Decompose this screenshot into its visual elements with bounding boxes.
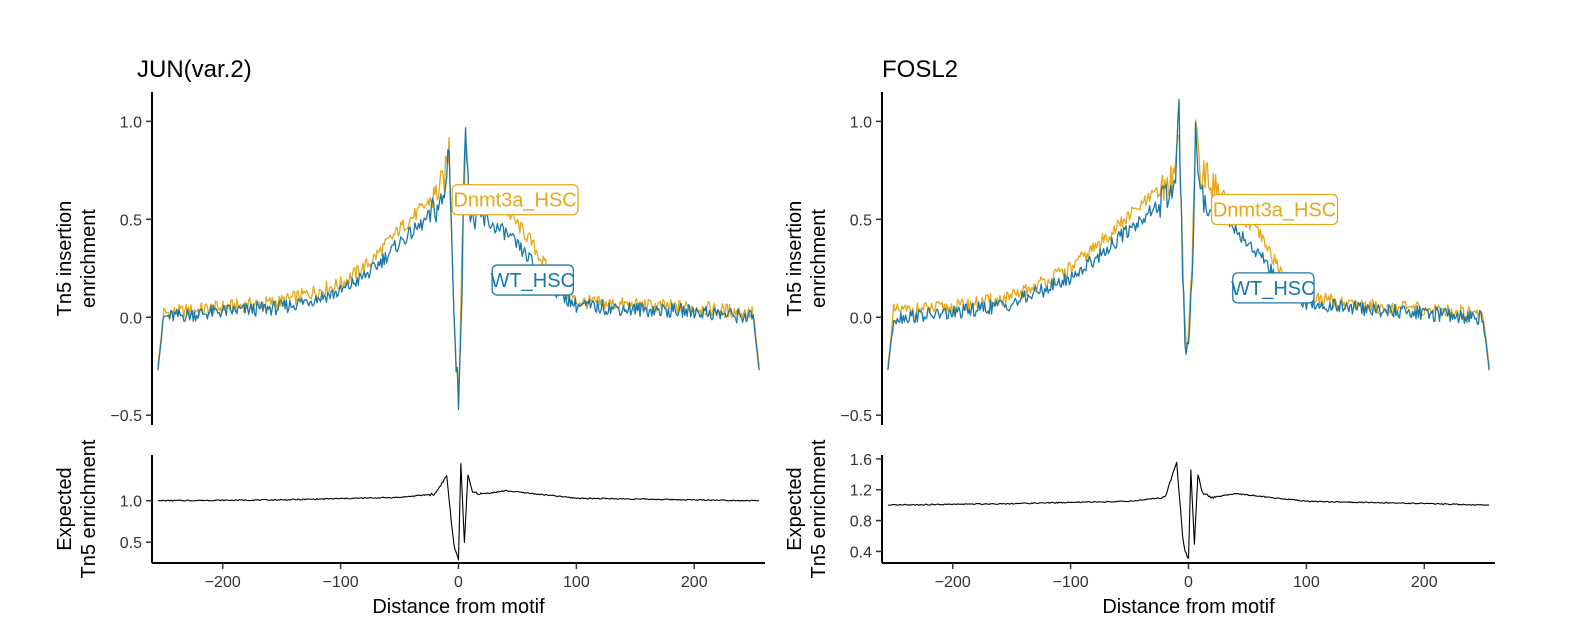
top-y-tick-label: −0.5	[110, 408, 142, 425]
chart-panel-2: FOSL2 −0.5 0.0 0.5 1.0 Tn5 insertion enrichmen…	[784, 56, 1495, 618]
chart-title: JUN(var.2)	[137, 56, 252, 83]
series-label-wt-hsc: WT_HSC	[491, 264, 575, 296]
bottom-y-axis-label: Expected Tn5 enrichment	[54, 439, 100, 578]
bottom-y-tick-label: 1.2	[850, 483, 872, 500]
x-tick-label: 0	[1184, 574, 1193, 591]
bottom-y-tick-label: 0.5	[120, 535, 142, 552]
bottom-y-tick-label: 1.0	[120, 494, 142, 511]
top-y-tick-label: 0.5	[120, 212, 142, 229]
series-line-wt-hsc	[887, 98, 1490, 371]
series-line-dnmt3a-hsc	[157, 136, 760, 396]
top-y-tick-label: 0.0	[850, 310, 872, 327]
x-tick-label: 200	[1411, 574, 1438, 591]
bottom-y-tick-label: 0.4	[850, 544, 872, 561]
series-line-wt-hsc	[157, 127, 760, 411]
bottom-y-tick-label: 1.6	[850, 452, 872, 469]
series-line-expected	[157, 462, 760, 561]
svg-text:WT_HSC: WT_HSC	[1231, 278, 1315, 300]
series-label-wt-hsc: WT_HSC	[1231, 272, 1316, 304]
x-tick-label: −200	[205, 574, 241, 591]
x-tick-label: −100	[323, 574, 359, 591]
bottom-y-axis-label: Expected Tn5 enrichment	[784, 439, 830, 578]
top-y-tick-label: 0.5	[850, 212, 872, 229]
x-tick-label: 100	[563, 574, 590, 591]
series-label-dnmt3a-hsc: Dnmt3a_HSC	[1210, 193, 1339, 226]
top-y-tick-label: −0.5	[840, 408, 872, 425]
x-tick-label: −200	[935, 574, 971, 591]
top-y-tick-label: 0.0	[120, 310, 142, 327]
top-y-axis-label: Tn5 insertion enrichment	[54, 201, 100, 317]
x-tick-label: 200	[681, 574, 708, 591]
svg-text:Dnmt3a_HSC: Dnmt3a_HSC	[1213, 200, 1336, 222]
series-label-dnmt3a-hsc: Dnmt3a_HSC	[451, 184, 579, 216]
svg-text:Dnmt3a_HSC: Dnmt3a_HSC	[453, 190, 576, 212]
series-line-dnmt3a-hsc	[887, 119, 1490, 367]
chart-title: FOSL2	[882, 56, 958, 83]
top-y-tick-label: 1.0	[850, 114, 872, 131]
x-tick-label: −100	[1053, 574, 1089, 591]
x-axis-label: Distance from motif	[372, 596, 545, 618]
series-line-expected	[887, 461, 1490, 559]
x-tick-label: 100	[1293, 574, 1320, 591]
svg-text:WT_HSC: WT_HSC	[491, 270, 575, 292]
x-tick-label: 0	[454, 574, 463, 591]
bottom-y-tick-label: 0.8	[850, 514, 872, 531]
top-y-axis-label: Tn5 insertion enrichment	[784, 201, 830, 317]
top-y-tick-label: 1.0	[120, 114, 142, 131]
x-axis-label: Distance from motif	[1102, 596, 1275, 618]
chart-panel-1: JUN(var.2) −0.5 0.0 0.5 1.0 Tn5 insertion enri…	[54, 56, 765, 618]
